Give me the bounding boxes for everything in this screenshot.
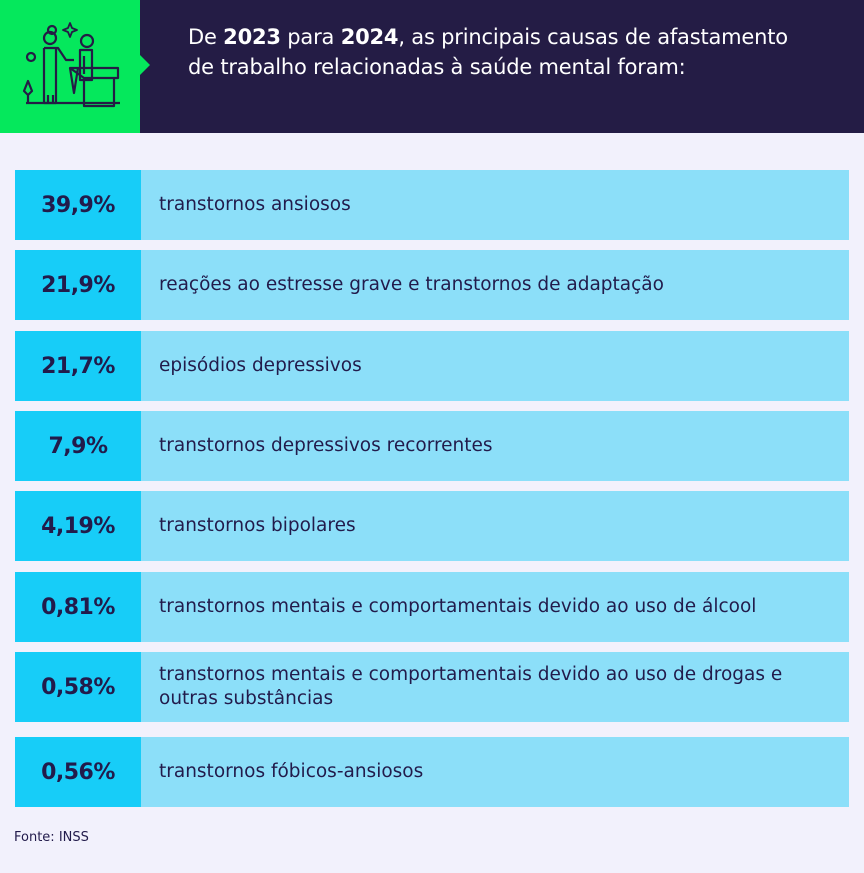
percent-value: 0,81% <box>15 572 141 642</box>
percent-value: 4,19% <box>15 491 141 561</box>
table-row: 0,81% transtornos mentais e comportamenta… <box>15 572 849 642</box>
table-row: 21,9% reações ao estresse grave e transto… <box>15 250 849 320</box>
cause-label: reações ao estresse grave e transtornos … <box>141 250 849 320</box>
cause-label: transtornos fóbicos-ansiosos <box>141 737 849 807</box>
source-note: Fonte: INSS <box>14 830 89 845</box>
table-row: 0,56% transtornos fóbicos-ansiosos <box>15 737 849 807</box>
cause-label: transtornos depressivos recorrentes <box>141 411 849 481</box>
table-row: 0,58% transtornos mentais e comportamenta… <box>15 652 849 722</box>
percent-value: 39,9% <box>15 170 141 240</box>
percent-value: 7,9% <box>15 411 141 481</box>
cause-label: transtornos ansiosos <box>141 170 849 240</box>
cause-label: transtornos mentais e comportamentais de… <box>141 652 849 722</box>
header-arrow <box>140 55 150 75</box>
table-row: 21,7% episódios depressivos <box>15 331 849 401</box>
header: De 2023 para 2024, as principais causas … <box>0 0 864 133</box>
icon-box <box>0 0 140 133</box>
table-row: 4,19% transtornos bipolares <box>15 491 849 561</box>
percent-value: 0,56% <box>15 737 141 807</box>
table-row: 39,9% transtornos ansiosos <box>15 170 849 240</box>
cause-label: transtornos bipolares <box>141 491 849 561</box>
cause-label: episódios depressivos <box>141 331 849 401</box>
percent-value: 21,7% <box>15 331 141 401</box>
cause-label: transtornos mentais e comportamentais de… <box>141 572 849 642</box>
caregiver-with-patient-icon <box>22 22 120 108</box>
table-row: 7,9% transtornos depressivos recorrentes <box>15 411 849 481</box>
percent-value: 21,9% <box>15 250 141 320</box>
page-title: De 2023 para 2024, as principais causas … <box>188 25 788 79</box>
percent-value: 0,58% <box>15 652 141 722</box>
